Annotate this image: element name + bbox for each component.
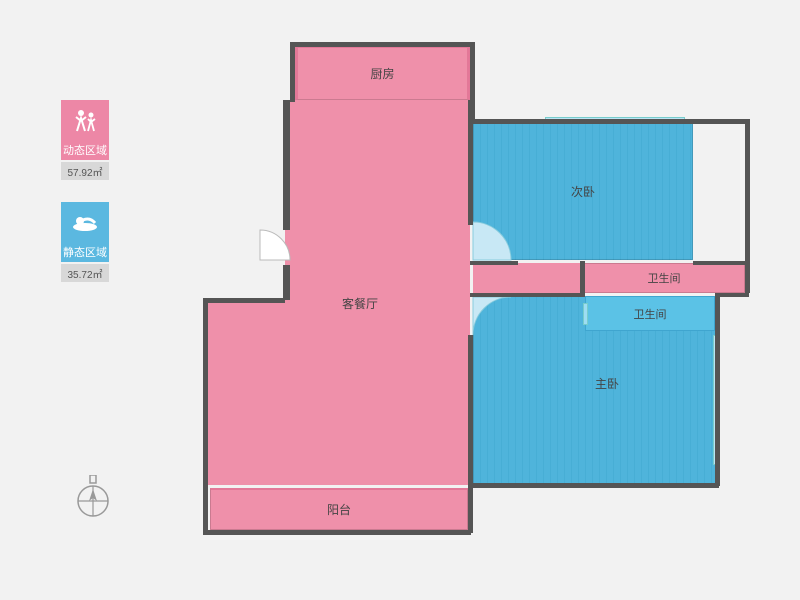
legend-dynamic: 动态区域 57.92㎡	[55, 100, 115, 180]
door-master-bedroom	[471, 295, 513, 342]
wall	[203, 298, 285, 303]
wall	[745, 119, 750, 263]
people-icon	[61, 100, 109, 140]
room-living-label: 客餐厅	[342, 297, 378, 311]
room-bath2-label: 卫生间	[634, 306, 667, 322]
room-balcony: 阳台	[210, 488, 468, 530]
room-bath1: 卫生间	[583, 263, 745, 293]
floorplan: 厨房 客餐厅 次卧 卫生间 主卧 卫生间 阳台	[205, 45, 750, 540]
wall	[468, 483, 719, 488]
wall	[470, 119, 747, 124]
legend-static: 静态区域 35.72㎡	[55, 202, 115, 282]
wall	[468, 100, 473, 225]
room-living	[285, 100, 470, 485]
wall	[283, 100, 290, 230]
wall	[468, 485, 473, 533]
door-living-entry	[255, 225, 295, 270]
room-second-bedroom-label: 次卧	[571, 183, 595, 200]
legend-panel: 动态区域 57.92㎡ 静态区域 35.72㎡	[55, 100, 115, 304]
wall	[470, 261, 518, 265]
room-balcony-label: 阳台	[327, 501, 351, 518]
door-second-bedroom	[471, 220, 513, 267]
wall	[715, 293, 749, 297]
room-living-extend	[205, 300, 287, 485]
wall	[203, 298, 208, 533]
window-bath2	[583, 303, 588, 325]
room-master-bedroom-label: 主卧	[595, 377, 619, 391]
legend-dynamic-value: 57.92㎡	[61, 162, 109, 180]
room-master-label-wrap: 主卧	[595, 375, 619, 393]
wall	[290, 42, 475, 47]
compass-icon	[75, 475, 111, 524]
wall	[715, 293, 720, 486]
legend-static-label: 静态区域	[61, 242, 109, 262]
room-kitchen: 厨房	[295, 45, 470, 100]
legend-static-value: 35.72㎡	[61, 264, 109, 282]
wall	[693, 261, 748, 265]
wall	[468, 335, 473, 486]
wall	[203, 530, 471, 535]
wall	[290, 42, 295, 102]
wall	[580, 261, 585, 295]
legend-dynamic-label: 动态区域	[61, 140, 109, 160]
room-bath1-label: 卫生间	[648, 270, 681, 286]
wall	[283, 265, 290, 300]
room-living-label-wrap: 客餐厅	[315, 295, 405, 313]
room-bath2: 卫生间	[585, 296, 715, 331]
wall	[745, 263, 750, 293]
bed-icon	[61, 202, 109, 242]
wall	[470, 293, 585, 297]
room-hallway	[473, 263, 583, 293]
room-kitchen-label: 厨房	[370, 65, 394, 82]
